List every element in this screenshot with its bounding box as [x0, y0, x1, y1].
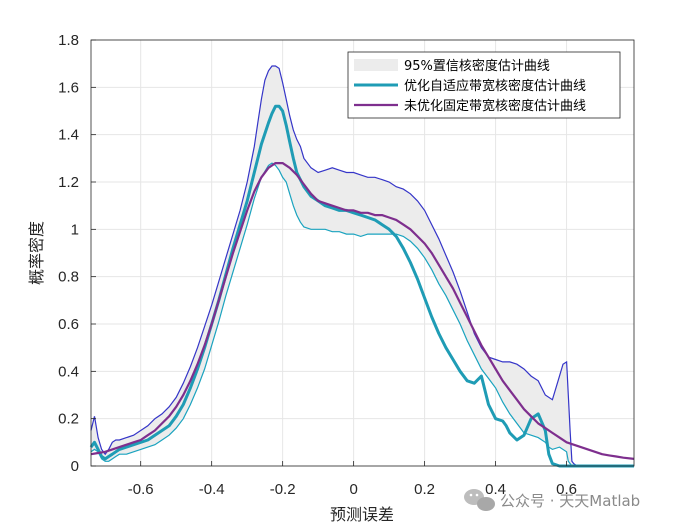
x-tick-label: -0.2	[270, 481, 296, 498]
legend-label: 优化自适应带宽核密度估计曲线	[404, 78, 586, 94]
x-tick-label: 0	[349, 481, 357, 498]
wechat-icon	[464, 489, 495, 511]
series-line-2	[90, 162, 635, 460]
legend-label: 95%置信核密度估计曲线	[404, 58, 550, 74]
y-tick-label: 1.2	[58, 174, 79, 191]
y-tick-label: 0.2	[58, 411, 79, 428]
axis-ticks: -0.6 -0.4 -0.2 0 0.2 0.4 0.6 0 0.2 0.4 0.6 0.8 1 1.2 1…	[58, 32, 577, 498]
y-tick-label: 0.8	[58, 269, 79, 286]
y-tick-label: 1	[71, 221, 79, 238]
axes-box	[90, 39, 635, 467]
y-tick-label: 1.6	[58, 79, 79, 96]
x-tick-label: 0.6	[556, 481, 577, 498]
confidence-upper-line	[90, 65, 634, 467]
legend-label: 未优化固定带宽核密度估计曲线	[404, 98, 586, 114]
x-tick-label: -0.6	[128, 481, 154, 498]
y-tick-label: 1.8	[58, 32, 79, 49]
y-tick-label: 0.6	[58, 316, 79, 333]
y-tick-label: 0.4	[58, 363, 79, 380]
y-axis-label: 概率密度	[27, 221, 46, 285]
series-line-1	[89, 104, 634, 468]
x-axis-label: 预测误差	[330, 505, 394, 524]
series-lines	[89, 104, 635, 468]
confidence-band-area	[91, 66, 634, 466]
watermark: 公众号 · 天天Matlab	[464, 489, 640, 511]
y-tick-label: 1.4	[58, 127, 79, 144]
watermark-text: 公众号 · 天天Matlab	[500, 492, 640, 510]
y-tick-label: 0	[71, 458, 79, 475]
x-tick-label: 0.2	[414, 481, 435, 498]
legend-swatch-band	[354, 59, 398, 71]
x-tick-label: -0.4	[199, 481, 225, 498]
x-tick-label: 0.4	[485, 481, 506, 498]
